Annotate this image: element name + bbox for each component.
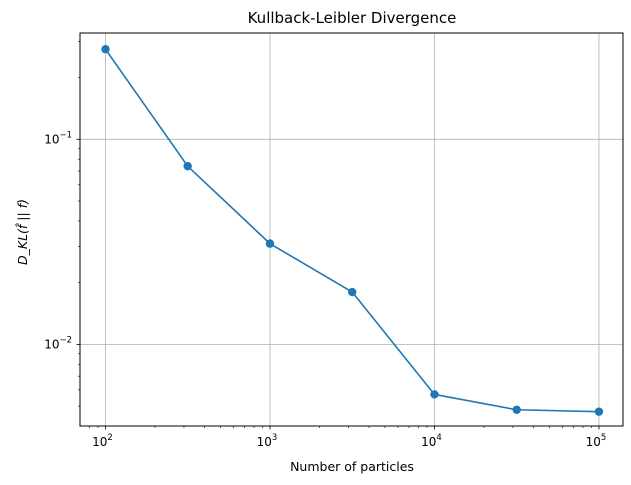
y-tick-label-base: 10 [44,337,59,351]
x-tick-label-base: 10 [421,435,436,449]
x-tick-label-exponent: 4 [436,433,441,443]
y-axis-label: D_KL(f̂ || f) [15,199,30,265]
chart-title: Kullback-Leibler Divergence [248,9,457,27]
y-tick-label: 10−2 [44,335,72,351]
grid [80,33,623,426]
y-tick-label-base: 10 [44,132,59,146]
x-tick-label: 104 [421,433,442,449]
y-tick-label-exponent: −2 [59,335,72,345]
data-point [348,287,357,297]
x-tick-label-exponent: 5 [601,433,606,443]
data-point [594,407,604,416]
data-point [183,161,192,171]
data-point [265,239,275,248]
x-tick-label-base: 10 [92,435,107,449]
data-point [101,45,110,54]
plot-frame [79,32,624,427]
x-tick-label: 103 [257,433,278,449]
series-line [104,48,599,413]
x-tick-label: 102 [92,433,113,449]
x-tick-label-exponent: 3 [272,433,277,443]
x-tick-label: 105 [586,433,607,449]
y-tick-label-exponent: −1 [59,130,72,140]
x-tick-label-base: 10 [586,435,601,449]
y-tick-label: 10−1 [44,130,72,146]
x-tick-label-base: 10 [257,435,272,449]
data-point [430,390,439,399]
series [101,45,604,416]
x-tick-label-exponent: 2 [107,433,112,443]
y-axis-label-text: D_KL(f̂ || f) [15,199,30,265]
data-point [512,405,521,414]
x-axis-label: Number of particles [290,459,414,474]
